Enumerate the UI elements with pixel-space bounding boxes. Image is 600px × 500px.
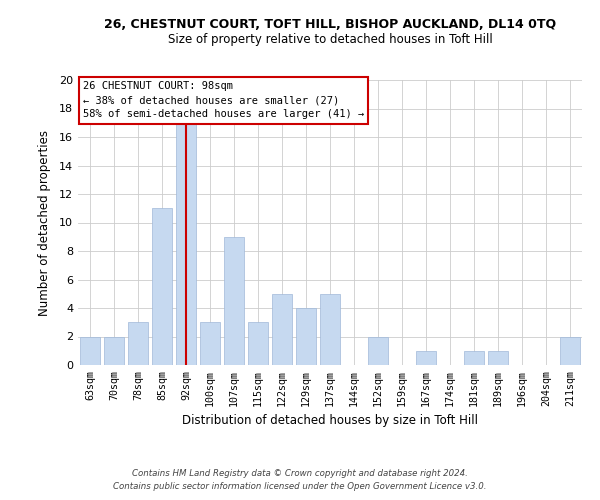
Bar: [464, 351, 484, 365]
Bar: [104, 336, 124, 365]
Bar: [272, 294, 292, 365]
Text: Contains public sector information licensed under the Open Government Licence v3: Contains public sector information licen…: [113, 482, 487, 491]
Y-axis label: Number of detached properties: Number of detached properties: [38, 130, 50, 316]
Bar: [248, 322, 268, 365]
Bar: [416, 351, 436, 365]
Bar: [80, 336, 100, 365]
Bar: [200, 322, 220, 365]
Text: 26, CHESTNUT COURT, TOFT HILL, BISHOP AUCKLAND, DL14 0TQ: 26, CHESTNUT COURT, TOFT HILL, BISHOP AU…: [104, 18, 556, 30]
Text: Contains HM Land Registry data © Crown copyright and database right 2024.: Contains HM Land Registry data © Crown c…: [132, 468, 468, 477]
Text: Size of property relative to detached houses in Toft Hill: Size of property relative to detached ho…: [167, 32, 493, 46]
Text: 26 CHESTNUT COURT: 98sqm
← 38% of detached houses are smaller (27)
58% of semi-d: 26 CHESTNUT COURT: 98sqm ← 38% of detach…: [83, 82, 364, 120]
Bar: [320, 294, 340, 365]
Bar: [488, 351, 508, 365]
Bar: [128, 322, 148, 365]
X-axis label: Distribution of detached houses by size in Toft Hill: Distribution of detached houses by size …: [182, 414, 478, 427]
Bar: [176, 122, 196, 365]
Bar: [296, 308, 316, 365]
Bar: [152, 208, 172, 365]
Bar: [368, 336, 388, 365]
Bar: [224, 237, 244, 365]
Bar: [560, 336, 580, 365]
